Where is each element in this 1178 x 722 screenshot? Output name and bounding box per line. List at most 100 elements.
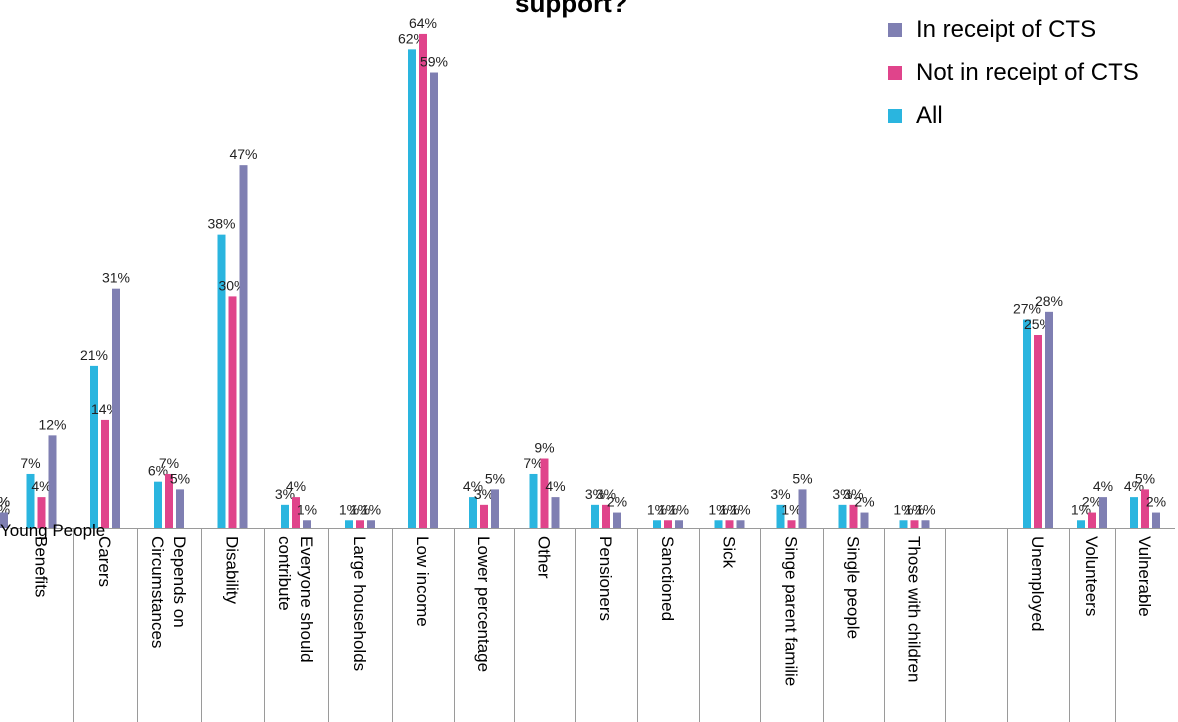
- data-label: 5%: [485, 470, 505, 486]
- category-label: Circumstances: [148, 536, 167, 648]
- data-label: 12%: [38, 416, 66, 432]
- bar-all: [90, 365, 98, 528]
- data-label: 1%: [350, 501, 370, 517]
- bar-in-receipt-of-cts: [48, 435, 57, 528]
- data-label: 7%: [20, 455, 40, 471]
- category-label: Singe parent familie: [782, 536, 801, 686]
- bar-all: [345, 520, 353, 528]
- category-label: Low income: [413, 536, 432, 627]
- category-label: Lower percentage: [474, 536, 493, 672]
- data-label: 1%: [361, 501, 381, 517]
- data-label: 1%: [297, 501, 317, 517]
- data-label: 2%: [854, 494, 874, 510]
- legend: In receipt of CTS Not in receipt of CTS …: [888, 8, 1139, 137]
- bar-not-in-receipt-of-cts: [101, 419, 109, 528]
- data-label: 59%: [420, 54, 448, 70]
- bar-not-in-receipt-of-cts: [725, 520, 734, 528]
- bar-not-in-receipt-of-cts: [540, 458, 549, 528]
- bar-in-receipt-of-cts: [736, 520, 745, 528]
- bar-not-in-receipt-of-cts: [480, 504, 488, 528]
- category-label: Vulnerable: [1135, 536, 1154, 617]
- data-label: 3%: [770, 486, 790, 502]
- bar-in-receipt-of-cts: [491, 489, 499, 528]
- category-label: Pensioners: [596, 536, 615, 621]
- bar-all: [776, 504, 785, 528]
- bar-in-receipt-of-cts: [367, 520, 375, 528]
- bar-not-in-receipt-of-cts: [165, 473, 173, 528]
- data-label: 2%: [0, 494, 10, 510]
- bar-in-receipt-of-cts: [1152, 512, 1160, 528]
- bar-in-receipt-of-cts: [921, 520, 930, 528]
- category-label: Carers: [95, 536, 114, 587]
- legend-label-all: All: [916, 101, 943, 129]
- data-label: 3%: [585, 486, 605, 502]
- data-label: 4%: [1093, 478, 1113, 494]
- bar-in-receipt-of-cts: [613, 512, 621, 528]
- data-label: 1%: [669, 501, 689, 517]
- bar-in-receipt-of-cts: [303, 520, 311, 528]
- data-label: 1%: [893, 501, 913, 517]
- legend-item-in-receipt: In receipt of CTS: [888, 8, 1139, 51]
- category-label: Benefits: [32, 536, 51, 597]
- bar-not-in-receipt-of-cts: [1034, 335, 1042, 528]
- bar-all: [26, 473, 35, 528]
- bar-all: [838, 504, 847, 528]
- bar-all: [217, 234, 226, 528]
- data-label: 1%: [781, 501, 801, 517]
- legend-label-not-in-receipt: Not in receipt of CTS: [916, 58, 1139, 86]
- bar-not-in-receipt-of-cts: [356, 520, 364, 528]
- bar-in-receipt-of-cts: [860, 512, 869, 528]
- bar-all: [408, 49, 416, 529]
- data-label: 3%: [474, 486, 494, 502]
- bar-all: [1023, 319, 1031, 528]
- data-label: 2%: [607, 494, 627, 510]
- bar-not-in-receipt-of-cts: [849, 504, 858, 528]
- legend-swatch-in-receipt: [888, 22, 902, 37]
- data-label: 2%: [1146, 494, 1166, 510]
- data-label: 1%: [708, 501, 728, 517]
- data-label: 1%: [915, 501, 935, 517]
- data-label: 7%: [159, 455, 179, 471]
- legend-item-not-in-receipt: Not in receipt of CTS: [888, 51, 1139, 94]
- category-label: Those with children: [905, 536, 924, 682]
- bar-all: [591, 504, 599, 528]
- category-label: Large households: [350, 536, 369, 671]
- category-label: Volunteers: [1082, 536, 1101, 616]
- bar-in-receipt-of-cts: [1099, 497, 1107, 528]
- data-label: 4%: [31, 478, 51, 494]
- data-label: 3%: [832, 486, 852, 502]
- bar-not-in-receipt-of-cts: [292, 497, 300, 528]
- data-label: 1%: [339, 501, 359, 517]
- data-label: 1%: [0, 501, 10, 517]
- data-label: 1%: [647, 501, 667, 517]
- data-label: 4%: [463, 478, 483, 494]
- category-label: Everyone should: [297, 536, 316, 663]
- bar-in-receipt-of-cts: [430, 72, 438, 529]
- data-label: 3%: [596, 486, 616, 502]
- data-label: 6%: [148, 463, 168, 479]
- category-label: Unemployed: [1028, 536, 1047, 631]
- data-label: 21%: [80, 347, 108, 363]
- data-label: 5%: [1135, 470, 1155, 486]
- bar-not-in-receipt-of-cts: [228, 296, 237, 528]
- data-label: 1%: [730, 501, 750, 517]
- category-label: Single people: [844, 536, 863, 639]
- bar-all: [1130, 497, 1138, 528]
- data-label: 28%: [1035, 293, 1063, 309]
- data-label: 1%: [904, 501, 924, 517]
- data-label: 4%: [545, 478, 565, 494]
- data-label: 64%: [409, 15, 437, 31]
- bar-all: [529, 473, 538, 528]
- data-label: 7%: [523, 455, 543, 471]
- bar-all: [281, 504, 289, 528]
- bar-in-receipt-of-cts: [798, 489, 807, 528]
- legend-swatch-all: [888, 108, 902, 123]
- bar-all: [469, 497, 477, 528]
- data-label: 4%: [286, 478, 306, 494]
- data-label: 5%: [792, 470, 812, 486]
- bar-in-receipt-of-cts: [239, 165, 248, 528]
- data-label: 5%: [170, 470, 190, 486]
- category-label: Disability: [223, 536, 242, 605]
- category-label: Sanctioned: [658, 536, 677, 621]
- bar-in-receipt-of-cts: [176, 489, 184, 528]
